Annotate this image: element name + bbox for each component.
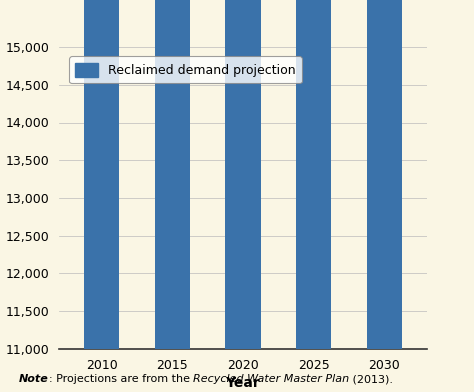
Y-axis label: Acre-feet: Acre-feet	[0, 169, 1, 227]
Bar	[84, 0, 119, 349]
Bar	[366, 0, 402, 349]
Bar	[296, 0, 331, 349]
Bar	[225, 0, 261, 349]
Text: (2013).: (2013).	[349, 374, 393, 384]
X-axis label: Year: Year	[226, 376, 260, 390]
Legend: Reclaimed demand projection: Reclaimed demand projection	[69, 56, 302, 83]
Bar	[155, 0, 190, 349]
Text: : Projections are from the: : Projections are from the	[49, 374, 193, 384]
Text: Recycled Water Master Plan: Recycled Water Master Plan	[193, 374, 349, 384]
Text: Note: Note	[19, 374, 49, 384]
